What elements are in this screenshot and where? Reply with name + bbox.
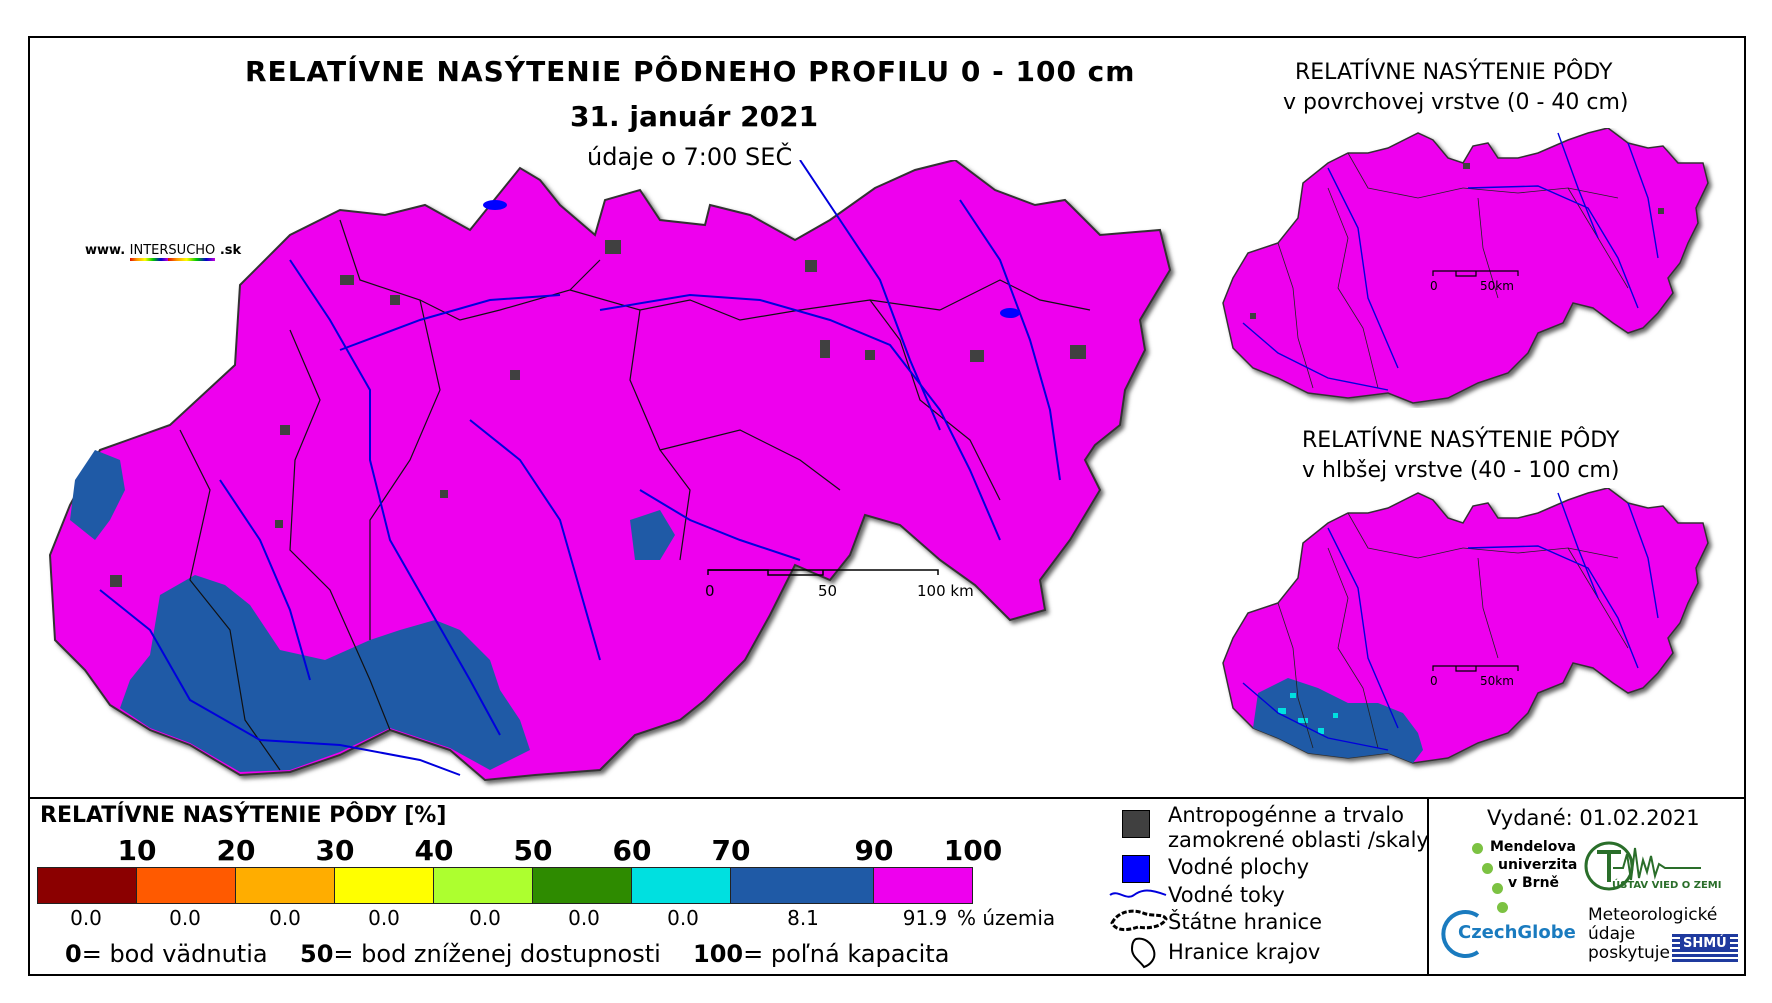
legend-state-borders: Štátne hranice <box>1168 910 1322 934</box>
legend-water-streams: Vodné toky <box>1168 883 1285 907</box>
scale-bar-main <box>707 569 939 576</box>
anthropogenic-swatch <box>1122 810 1150 838</box>
legend-title: RELATÍVNE NASÝTENIE PÔDY [%] <box>40 803 447 828</box>
main-title: RELATÍVNE NASÝTENIE PÔDNEHO PROFILU 0 - … <box>245 55 1136 88</box>
legend-tick: 60 <box>612 834 652 867</box>
river-line-icon <box>1109 889 1167 898</box>
legend-percentage: 91.9 <box>902 906 948 930</box>
main-date: 31. január 2021 <box>570 100 819 133</box>
inset-top-scale-50: 50km <box>1480 279 1514 293</box>
water-bodies <box>483 200 1020 318</box>
meteo-line-2: údaje <box>1588 924 1636 944</box>
legend-percentage: 8.1 <box>787 906 819 930</box>
legend-tick: 90 <box>854 834 894 867</box>
legend-swatch <box>632 868 731 903</box>
legend-swatch <box>335 868 434 903</box>
legend-percentage: 0.0 <box>70 906 102 930</box>
slovakia-shape-inset-bottom <box>1222 488 1709 764</box>
legend-tick: 10 <box>117 834 157 867</box>
website-suffix: .sk <box>219 243 242 258</box>
region-border-icon <box>1130 937 1156 969</box>
blue-zone-east-south <box>630 510 675 560</box>
legend-percent-unit: % územia <box>957 906 1056 930</box>
legend-percentage: 0.0 <box>269 906 301 930</box>
scale-label-50: 50 <box>818 582 837 600</box>
website-name-a: INTER <box>129 243 169 261</box>
mendelu-line-3: v Brně <box>1508 875 1560 891</box>
mendelu-line-1: Mendelova <box>1490 839 1576 855</box>
blue-zone-southwest <box>120 575 530 772</box>
issued-date: Vydané: 01.02.2021 <box>1487 806 1700 830</box>
meteo-line-3: poskytuje: <box>1588 943 1676 963</box>
inset-top-scale-0: 0 <box>1430 279 1438 293</box>
definition-100: 100= poľná kapacita <box>693 940 950 968</box>
inset-bottom-title-2: v hlbšej vrstve (40 - 100 cm) <box>1302 458 1620 483</box>
credits-divider <box>1427 797 1429 976</box>
inset-top-title-2: v povrchovej vrstve (0 - 40 cm) <box>1283 90 1629 115</box>
legend-swatch <box>38 868 137 903</box>
definition-0: 0= bod vädnutia <box>65 940 268 968</box>
legend-divider <box>28 797 1746 799</box>
legend-tick: 100 <box>943 834 1003 867</box>
inset-top-title-1: RELATÍVNE NASÝTENIE PÔDY <box>1295 60 1613 85</box>
legend-tick: 30 <box>315 834 355 867</box>
legend-percentage: 0.0 <box>169 906 201 930</box>
mendelu-line-2: univerzita <box>1498 857 1578 873</box>
legend-percentage: 0.0 <box>469 906 501 930</box>
legend-region-borders: Hranice krajov <box>1168 940 1321 964</box>
inset-bottom-title-1: RELATÍVNE NASÝTENIE PÔDY <box>1302 428 1620 453</box>
czechglobe-text: CzechGlobe <box>1458 922 1576 943</box>
main-map: 0 50 100 km <box>48 160 1172 782</box>
website-label: www. INTERSUCHO .sk <box>85 243 242 261</box>
blue-zone-inset-bottom <box>1253 678 1423 763</box>
slovakia-shape-main <box>48 160 1172 782</box>
region-borders <box>179 219 1091 771</box>
legend-water-surfaces: Vodné plochy <box>1168 855 1310 879</box>
main-time-note: údaje o 7:00 SEČ <box>587 143 793 171</box>
legend-swatch <box>434 868 533 903</box>
scale-label-0: 0 <box>705 582 715 600</box>
legend-percentage: 0.0 <box>667 906 699 930</box>
shmu-text: SHMÚ <box>1680 936 1730 951</box>
inset-bottom-scale-50: 50km <box>1480 674 1514 688</box>
legend-swatch <box>731 868 874 903</box>
legend-percentage: 0.0 <box>568 906 600 930</box>
inset-top-map: 0 50km <box>1222 128 1709 404</box>
legend-tick: 70 <box>711 834 751 867</box>
legend-swatch <box>137 868 236 903</box>
legend-tick: 50 <box>513 834 553 867</box>
meteo-line-1: Meteorologické <box>1588 905 1718 925</box>
website-name-b: SUCHO <box>168 243 216 261</box>
water-surface-swatch <box>1122 855 1150 883</box>
anthropogenic-areas <box>110 240 1086 587</box>
rivers <box>99 160 1061 776</box>
blue-zone-west <box>70 450 125 540</box>
slovakia-shape-inset-top <box>1222 128 1709 404</box>
definition-50: 50= bod zníženej dostupnosti <box>300 940 661 968</box>
legend-anthropogenic-1: Antropogénne a trvalo <box>1168 803 1404 827</box>
legend-tick: 40 <box>414 834 454 867</box>
ustav-text: ÚSTAV VIED O ZEMI <box>1612 880 1722 891</box>
inset-bottom-scale-0: 0 <box>1430 674 1438 688</box>
legend-swatch <box>236 868 335 903</box>
website-prefix: www. <box>85 243 126 258</box>
legend-swatch <box>874 868 972 903</box>
scale-label-100: 100 km <box>917 582 974 600</box>
legend-colorbar <box>37 867 973 904</box>
legend-swatch <box>533 868 632 903</box>
legend-percentage: 0.0 <box>368 906 400 930</box>
state-border-icon <box>1110 909 1168 932</box>
inset-bottom-map: 0 50km <box>1222 488 1709 764</box>
legend-tick: 20 <box>216 834 256 867</box>
legend-anthropogenic-2: zamokrené oblasti /skaly <box>1168 828 1429 852</box>
